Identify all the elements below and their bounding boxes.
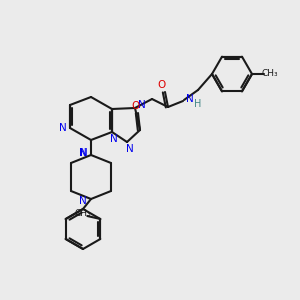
Text: N: N bbox=[138, 100, 146, 110]
Text: O: O bbox=[158, 80, 166, 90]
Text: N: N bbox=[186, 94, 194, 104]
Text: N: N bbox=[110, 134, 118, 144]
Text: N: N bbox=[126, 144, 134, 154]
Text: N: N bbox=[80, 148, 88, 158]
Text: H: H bbox=[194, 99, 201, 109]
Text: N: N bbox=[79, 148, 87, 158]
Text: CH₃: CH₃ bbox=[74, 208, 91, 217]
Text: N: N bbox=[59, 123, 67, 133]
Text: N: N bbox=[79, 196, 87, 206]
Text: CH₃: CH₃ bbox=[262, 70, 278, 79]
Text: O: O bbox=[132, 101, 140, 111]
